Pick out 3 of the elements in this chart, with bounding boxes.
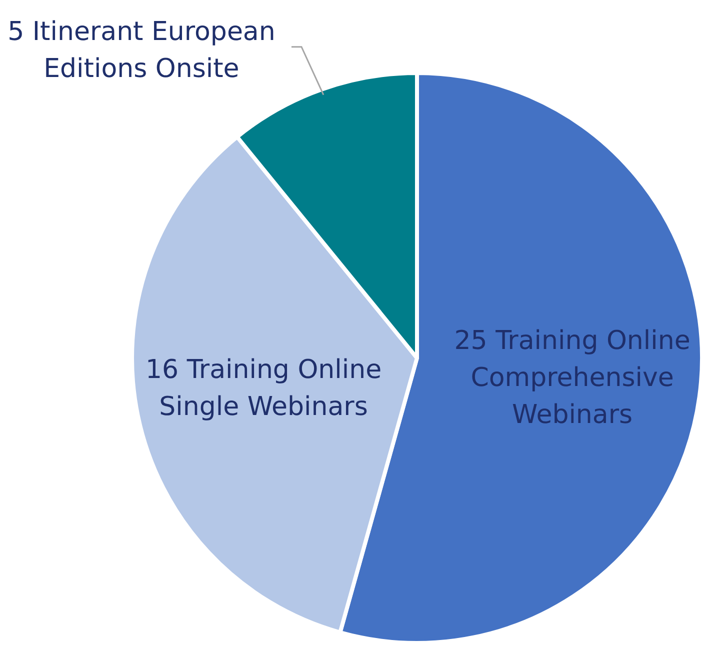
slice-label: 5 Itinerant European Editions Onsite xyxy=(8,17,276,84)
slice-label: 16 Training Online Single Webinars xyxy=(145,355,382,422)
slice-label: 25 Training Online Comprehensive Webinars xyxy=(454,326,690,430)
